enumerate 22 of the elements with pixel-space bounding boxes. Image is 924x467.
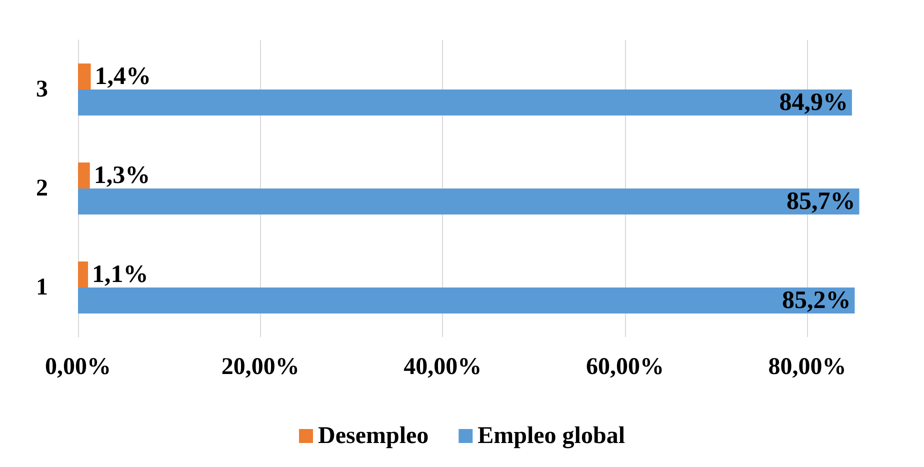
bar [78,90,852,116]
bar [78,188,860,214]
data-label: 85,2% [782,287,851,314]
x-tick-label: 40,00% [404,354,482,380]
data-label: 84,9% [779,89,848,116]
data-label: 85,7% [786,188,856,215]
x-tick-label: 60,00% [586,354,664,380]
data-label: 1,1% [92,261,148,288]
y-tick-label: 1 [36,274,48,300]
x-tick-label: 20,00% [221,354,300,380]
y-tick-label: 2 [36,176,48,202]
bar [78,288,855,314]
bar [78,162,90,188]
bar [78,262,88,288]
x-tick-label: 80,00% [768,354,846,380]
data-label: 1,4% [94,63,152,90]
y-tick-label: 3 [36,76,48,102]
legend-label: Empleo global [478,423,626,449]
bar [78,64,91,90]
legend-label: Desempleo [318,423,429,449]
x-tick-label: 0,00% [45,354,111,380]
data-label: 1,3% [94,162,150,189]
